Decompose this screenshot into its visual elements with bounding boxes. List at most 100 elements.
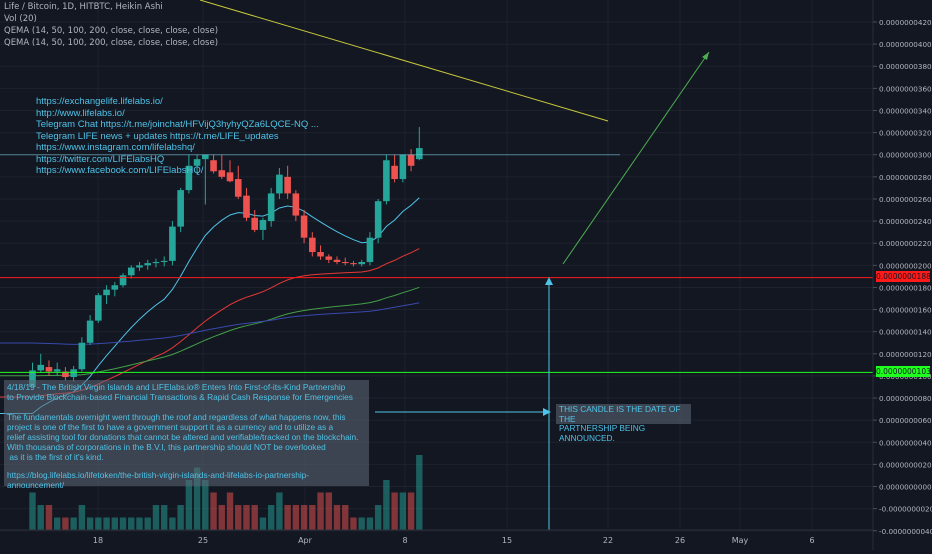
volume-bar (267, 505, 275, 530)
volume-bar (226, 492, 234, 530)
candle-body (243, 195, 250, 218)
y-tick-label: 0.00000002200 (879, 239, 932, 248)
volume-bar (210, 492, 217, 530)
volume-bar (342, 505, 349, 530)
candle-body (29, 370, 36, 387)
candle-body (78, 342, 86, 370)
chart-title: Life / Bitcoin, 1D, HITBTC, Heikin Ashi (4, 2, 163, 12)
link-list: https://exchangelife.lifelabs.io/ http:/… (36, 96, 319, 177)
candle-body (325, 256, 333, 260)
callout-text: THIS CANDLE IS THE DATE OF THE PARTNERSH… (559, 404, 681, 443)
volume-bar (243, 505, 250, 530)
x-tick-label: 18 (93, 536, 103, 545)
volume-bar (185, 480, 193, 530)
volume-bar (78, 505, 86, 530)
time-axis[interactable]: 18 25 Apr 8 15 22 26 May 6 (0, 529, 873, 545)
candle-body (358, 262, 365, 265)
candle-body (202, 154, 209, 160)
x-tick-label: 15 (502, 536, 512, 545)
candle-body (53, 369, 61, 372)
volume-bar (358, 517, 365, 530)
y-tick-label: 0.00000002600 (879, 195, 932, 204)
volume-bar (169, 517, 176, 530)
y-tick-label: 0.00000004200 (879, 18, 932, 27)
link-twitter[interactable]: https://twitter.com/LIFElabsHQ (36, 153, 165, 165)
candle-body (383, 160, 390, 202)
y-tick-label: 0.00000002000 (879, 261, 932, 270)
volume-bar (317, 492, 324, 530)
link-instagram[interactable]: https://www.instagram.com/lifelabshq/ (36, 142, 195, 153)
candle-body (160, 260, 168, 263)
partnership-callout: THIS CANDLE IS THE DATE OF THE PARTNERSH… (556, 404, 691, 442)
volume-bar (53, 517, 61, 530)
volume-bar (45, 505, 53, 530)
volume-bar (103, 517, 110, 530)
volume-bar (416, 455, 423, 530)
volume-bar (407, 492, 415, 530)
y-tick-label: 0.00000003000 (879, 151, 932, 160)
link-telegram-chat[interactable]: Telegram Chat https://t.me/joinchat/HFVi… (36, 119, 319, 130)
volume-bar (251, 505, 258, 530)
news-body: The fundamentals overnight went through … (7, 412, 359, 462)
candle-body (127, 267, 135, 276)
x-tick-label: 22 (603, 536, 613, 545)
y-tick-label: 0.00000000400 (879, 438, 932, 447)
volume-bar (177, 505, 184, 530)
news-url[interactable]: https://blog.lifelabs.io/lifetoken/the-b… (7, 470, 310, 490)
volume-bar (259, 517, 267, 530)
volume-bar (391, 492, 398, 530)
candle-body (95, 295, 102, 321)
y-tick-label: 0.00000000200 (879, 460, 932, 469)
link-exchange[interactable]: https://exchangelife.lifelabs.io/ (36, 96, 163, 107)
candle-body (292, 193, 300, 216)
volume-bar (152, 505, 160, 530)
link-website[interactable]: http://www.lifelabs.io/ (36, 107, 125, 119)
candles (29, 127, 423, 387)
volume-bars (29, 455, 423, 530)
candle-body (407, 154, 415, 166)
arrow-head-vertical (545, 277, 553, 285)
volume-bar (193, 467, 201, 530)
candle-body (86, 320, 94, 343)
qema-legend-1[interactable]: QEMA (14, 50, 100, 200, close, close, cl… (4, 26, 219, 36)
candle-body (366, 237, 374, 263)
qema-legend-2[interactable]: QEMA (14, 50, 100, 200, close, close, cl… (4, 38, 219, 48)
candle-body (350, 263, 357, 265)
x-tick-label: Apr (298, 536, 313, 545)
candle-body (62, 371, 69, 378)
y-tick-label: 0.00000001800 (879, 283, 932, 292)
volume-bar (144, 517, 151, 530)
trendline-down (199, 0, 609, 122)
y-tick-label: 0.00000003800 (879, 62, 932, 71)
candle-body (144, 263, 152, 266)
candle-body (136, 265, 143, 268)
drawings (0, 0, 873, 530)
arrow-head-horizontal (543, 408, 551, 416)
volume-bar (37, 505, 44, 530)
candle-body (300, 215, 308, 238)
volume-bar (202, 480, 209, 530)
volume-bar (366, 517, 374, 530)
arrow-head-up (702, 52, 709, 60)
link-facebook[interactable]: https://www.facebook.com/LIFElabsHQ/ (36, 165, 204, 176)
volume-bar (136, 517, 143, 530)
candle-body (317, 252, 324, 257)
candle-body (416, 148, 423, 160)
candle-body (391, 165, 398, 180)
volume-legend[interactable]: Vol (20) (4, 14, 37, 24)
candle-body (251, 217, 259, 230)
volume-bar (119, 517, 127, 530)
x-tick-label: 26 (675, 536, 685, 545)
candle-body (185, 165, 193, 191)
candle-body (37, 364, 45, 371)
y-tick-label: 0.00000002400 (879, 217, 932, 226)
x-tick-label: 25 (198, 536, 208, 545)
volume-bar (325, 492, 332, 530)
link-telegram-news[interactable]: Telegram LIFE news + updates https://t.m… (36, 130, 279, 142)
y-tick-label: 0.00000002800 (879, 173, 932, 182)
volume-bar (29, 492, 36, 530)
y-tick-label: -0.00000000400 (879, 527, 932, 536)
candle-body (399, 154, 407, 180)
